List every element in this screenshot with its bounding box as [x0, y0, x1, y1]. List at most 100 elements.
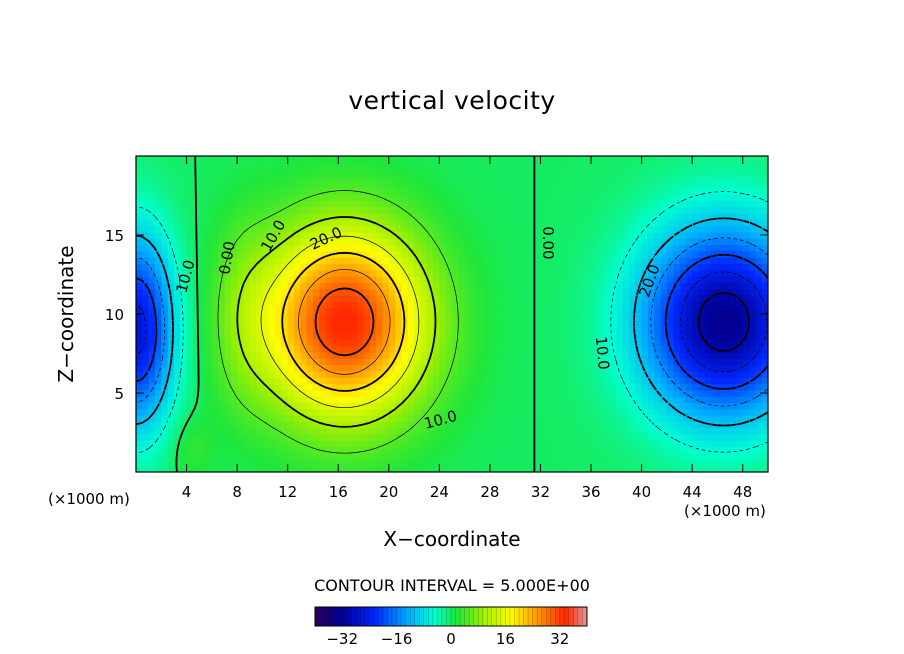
heat-cell [628, 263, 636, 271]
heat-cell [591, 465, 598, 472]
heat-cell [635, 453, 643, 460]
heat-cell [312, 434, 320, 441]
heat-cell [635, 219, 643, 227]
heat-cell [363, 282, 371, 290]
heat-cell [603, 269, 611, 277]
heat-cell [452, 231, 459, 239]
heat-cell [717, 351, 725, 359]
heat-cell [660, 351, 668, 359]
heat-cell [312, 168, 320, 176]
heat-cell [306, 453, 314, 460]
heat-cell [489, 339, 497, 347]
heat-cell [578, 307, 586, 315]
heat-cell [294, 263, 301, 271]
heat-cell [572, 408, 579, 416]
heat-cell [711, 383, 719, 391]
heat-cell [401, 446, 409, 454]
heat-cell [559, 257, 567, 265]
heat-cell [256, 212, 263, 220]
heat-cell [489, 465, 497, 472]
heat-cell [325, 187, 333, 195]
heat-cell [502, 332, 510, 340]
heat-cell [224, 465, 232, 472]
heat-cell [338, 295, 346, 302]
heat-cell [388, 421, 396, 429]
heat-cell [281, 465, 289, 472]
heat-cell [679, 156, 687, 163]
heat-cell [205, 288, 213, 296]
heat-cell [584, 168, 592, 176]
heat-cell [256, 174, 263, 182]
heat-cell [698, 231, 706, 239]
heat-cell [382, 244, 390, 252]
heat-cell [357, 446, 365, 454]
heat-cell [527, 244, 535, 252]
heat-cell [572, 200, 579, 208]
heat-cell [192, 307, 200, 315]
heat-cell [572, 389, 579, 397]
heat-cell [243, 301, 251, 309]
heat-cell [325, 244, 333, 252]
heat-cell [540, 453, 548, 460]
heat-cell [736, 332, 744, 340]
heat-cell [224, 345, 232, 353]
heat-cell [515, 288, 523, 296]
heat-cell [363, 193, 371, 201]
heat-cell [540, 206, 548, 214]
heat-cell [660, 339, 668, 347]
heat-cell [268, 225, 276, 233]
heat-cell [673, 453, 681, 460]
heat-cell [414, 225, 421, 233]
heat-cell [603, 225, 611, 233]
heat-cell [363, 440, 371, 448]
heat-cell [666, 162, 674, 170]
heat-cell [142, 389, 150, 397]
heat-cell [369, 402, 377, 410]
heat-cell [161, 219, 169, 227]
heat-cell [654, 168, 662, 176]
heat-cell [256, 459, 263, 467]
heat-cell [433, 288, 440, 296]
heat-cell [578, 288, 586, 296]
heat-cell [452, 459, 459, 467]
heat-cell [496, 440, 504, 448]
heat-cell [654, 288, 662, 296]
heat-cell [502, 257, 510, 265]
heat-cell [243, 250, 251, 258]
heat-cell [243, 225, 251, 233]
heat-cell [603, 307, 611, 315]
heat-cell [433, 364, 440, 372]
heat-cell [673, 332, 681, 340]
heat-cell [635, 301, 643, 309]
heat-cell [306, 193, 314, 201]
heat-cell [357, 295, 365, 302]
heat-cell [205, 389, 213, 397]
heat-cell [186, 446, 194, 454]
heat-cell [312, 358, 320, 366]
heat-cell [249, 193, 257, 201]
heat-cell [199, 307, 207, 315]
heat-cell [464, 332, 472, 340]
heat-cell [414, 364, 421, 372]
heat-cell [521, 212, 529, 220]
heat-cell [199, 314, 207, 321]
heat-cell [628, 174, 636, 182]
heat-cell [369, 434, 377, 441]
heat-cell [230, 396, 238, 404]
heat-cell [749, 269, 756, 277]
heat-cell [641, 370, 649, 378]
heat-cell [660, 320, 668, 328]
heat-cell [730, 351, 737, 359]
heat-cell [306, 383, 314, 391]
heat-cell [319, 212, 327, 220]
heat-cell [439, 174, 447, 182]
heat-cell [268, 415, 276, 423]
heat-cell [376, 200, 384, 208]
heat-cell [692, 339, 700, 347]
heat-cell [407, 162, 415, 170]
heat-cell [218, 434, 226, 441]
heat-cell [325, 427, 333, 435]
heat-cell [628, 162, 636, 170]
heat-cell [584, 351, 592, 359]
heat-cell [666, 181, 674, 189]
